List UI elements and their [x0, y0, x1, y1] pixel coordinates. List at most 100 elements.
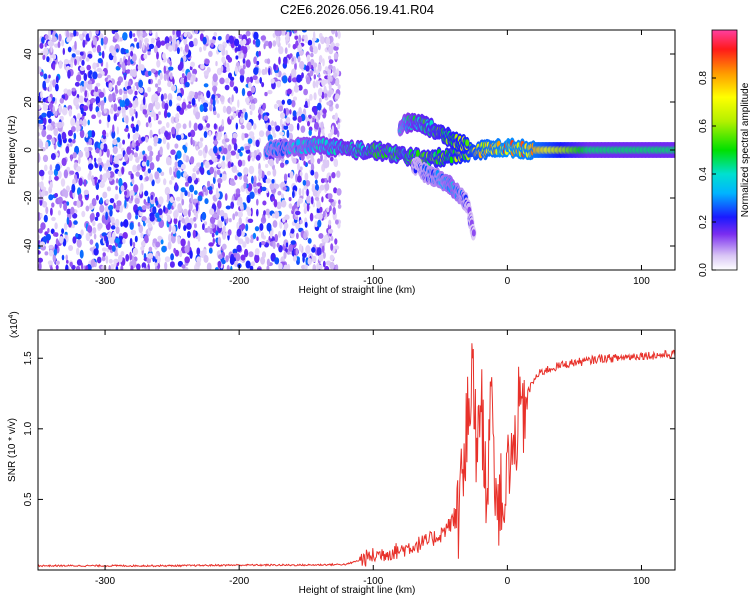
noise-speck — [311, 255, 317, 263]
noise-speck — [102, 143, 108, 153]
noise-speck — [70, 206, 75, 215]
noise-speck — [63, 222, 68, 231]
noise-speck — [47, 96, 52, 103]
noise-speck — [296, 200, 301, 207]
noise-speck — [44, 49, 49, 55]
noise-speck — [59, 97, 64, 104]
noise-speck — [98, 91, 105, 98]
noise-speck — [243, 174, 248, 183]
noise-speck — [206, 262, 212, 270]
noise-speck — [244, 111, 248, 121]
noise-speck — [231, 106, 237, 113]
noise-speck — [273, 183, 280, 189]
noise-speck — [53, 127, 58, 137]
noise-speck — [258, 113, 261, 121]
noise-speck — [225, 205, 231, 210]
noise-speck — [164, 131, 169, 138]
noise-speck — [192, 68, 198, 75]
noise-speck — [292, 255, 297, 262]
noise-speck — [66, 37, 71, 43]
noise-speck — [211, 232, 215, 238]
noise-speck — [142, 267, 145, 270]
noise-speck — [239, 151, 243, 157]
noise-speck — [316, 212, 320, 218]
noise-speck — [258, 130, 265, 138]
noise-speck — [155, 101, 161, 110]
noise-speck — [175, 154, 178, 161]
noise-speck — [120, 251, 125, 257]
noise-speck — [54, 175, 59, 181]
noise-speck — [136, 30, 141, 37]
noise-speck — [83, 179, 87, 187]
noise-speck — [298, 188, 302, 196]
noise-speck — [149, 215, 155, 222]
noise-speck — [211, 223, 216, 229]
noise-speck — [242, 64, 246, 70]
noise-speck — [73, 132, 77, 140]
noise-speck — [169, 180, 173, 185]
noise-speck — [138, 79, 144, 88]
noise-speck — [85, 265, 89, 270]
noise-speck — [188, 40, 195, 48]
noise-speck — [271, 196, 276, 201]
noise-speck — [272, 168, 277, 177]
noise-speck — [296, 232, 299, 240]
noise-speck — [195, 202, 199, 212]
noise-speck — [286, 88, 292, 95]
noise-speck — [169, 261, 175, 268]
noise-speck — [206, 90, 211, 99]
noise-speck — [219, 173, 223, 178]
noise-speck — [260, 256, 266, 265]
noise-speck — [321, 196, 324, 203]
noise-speck — [122, 32, 128, 41]
noise-speck — [286, 31, 290, 37]
noise-speck — [221, 243, 227, 250]
noise-speck — [314, 171, 319, 180]
noise-speck — [288, 123, 294, 132]
noise-speck — [66, 89, 72, 97]
noise-speck — [133, 109, 137, 114]
noise-speck — [92, 227, 97, 234]
noise-speck — [219, 209, 225, 217]
noise-speck — [143, 155, 147, 163]
noise-speck — [157, 87, 162, 93]
noise-speck — [202, 102, 209, 109]
noise-speck — [172, 30, 175, 35]
spectrogram-marks — [38, 30, 675, 270]
noise-speck — [63, 202, 68, 211]
noise-speck — [288, 244, 294, 252]
noise-speck — [76, 247, 80, 256]
noise-speck — [240, 52, 244, 59]
noise-speck — [304, 34, 308, 43]
noise-speck — [125, 115, 129, 124]
noise-speck — [277, 230, 282, 238]
noise-speck — [167, 81, 172, 88]
noise-speck — [110, 225, 116, 230]
noise-speck — [108, 265, 111, 270]
noise-speck — [227, 144, 232, 152]
noise-speck — [129, 107, 135, 117]
noise-speck — [230, 181, 236, 186]
noise-speck — [298, 34, 302, 43]
noise-speck — [186, 104, 192, 109]
noise-speck — [195, 111, 201, 120]
noise-speck — [82, 39, 86, 48]
noise-speck — [248, 95, 254, 100]
noise-speck — [131, 53, 137, 62]
noise-speck — [52, 105, 55, 115]
noise-speck — [71, 126, 76, 133]
noise-speck — [328, 45, 334, 55]
noise-speck — [79, 119, 83, 125]
spectrogram-y-tick-label: -20 — [23, 190, 34, 205]
noise-speck — [75, 233, 79, 238]
noise-speck — [238, 217, 242, 226]
noise-speck — [84, 89, 88, 98]
noise-speck — [230, 150, 236, 156]
noise-speck — [313, 92, 317, 101]
noise-speck — [180, 77, 185, 85]
noise-speck — [323, 93, 328, 98]
noise-speck — [118, 177, 123, 187]
noise-speck — [245, 237, 250, 245]
noise-speck — [334, 93, 340, 100]
noise-speck — [258, 106, 262, 115]
